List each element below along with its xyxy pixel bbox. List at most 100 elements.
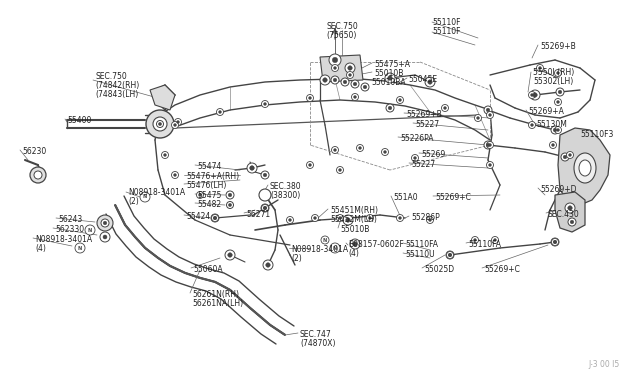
Text: 55226PA: 55226PA bbox=[400, 134, 433, 143]
Circle shape bbox=[553, 128, 557, 132]
Circle shape bbox=[486, 143, 490, 147]
Circle shape bbox=[97, 215, 113, 231]
Circle shape bbox=[333, 78, 337, 82]
Circle shape bbox=[353, 82, 357, 86]
Circle shape bbox=[333, 148, 337, 151]
Circle shape bbox=[446, 251, 454, 259]
Circle shape bbox=[484, 106, 492, 114]
Ellipse shape bbox=[579, 160, 591, 176]
Circle shape bbox=[531, 94, 533, 96]
Circle shape bbox=[250, 166, 254, 170]
Text: N: N bbox=[143, 195, 147, 199]
Circle shape bbox=[558, 90, 562, 94]
Circle shape bbox=[570, 220, 574, 224]
Circle shape bbox=[488, 144, 492, 147]
Text: 55110F3: 55110F3 bbox=[580, 130, 613, 139]
Circle shape bbox=[488, 164, 492, 166]
Circle shape bbox=[172, 171, 179, 179]
Circle shape bbox=[330, 243, 340, 253]
Circle shape bbox=[227, 202, 234, 208]
Circle shape bbox=[358, 147, 362, 150]
Circle shape bbox=[320, 75, 330, 85]
Circle shape bbox=[388, 106, 392, 110]
Circle shape bbox=[250, 166, 254, 170]
Circle shape bbox=[259, 189, 271, 201]
Circle shape bbox=[323, 78, 327, 82]
Circle shape bbox=[412, 154, 419, 161]
Circle shape bbox=[447, 251, 454, 259]
Circle shape bbox=[348, 66, 352, 70]
Text: 55302(LH): 55302(LH) bbox=[533, 77, 573, 86]
Circle shape bbox=[568, 206, 572, 210]
Text: (2): (2) bbox=[128, 197, 139, 206]
Text: 551A0: 551A0 bbox=[393, 193, 418, 202]
Text: 55045E: 55045E bbox=[408, 75, 437, 84]
Circle shape bbox=[356, 144, 364, 151]
Circle shape bbox=[552, 144, 554, 147]
Text: 55476+A(RH): 55476+A(RH) bbox=[186, 172, 239, 181]
Circle shape bbox=[346, 71, 353, 78]
Circle shape bbox=[565, 203, 575, 213]
Circle shape bbox=[364, 85, 367, 89]
Text: 55474: 55474 bbox=[197, 162, 221, 171]
Text: SEC.430: SEC.430 bbox=[548, 210, 580, 219]
Circle shape bbox=[153, 117, 167, 131]
Circle shape bbox=[557, 71, 559, 74]
Text: (2): (2) bbox=[291, 254, 301, 263]
Circle shape bbox=[339, 217, 341, 219]
Circle shape bbox=[367, 215, 374, 221]
Circle shape bbox=[175, 119, 182, 125]
Circle shape bbox=[346, 218, 350, 222]
Text: 55010BA: 55010BA bbox=[371, 78, 406, 87]
Circle shape bbox=[413, 157, 417, 159]
Circle shape bbox=[34, 171, 42, 179]
Circle shape bbox=[554, 70, 561, 77]
Circle shape bbox=[349, 74, 351, 76]
Circle shape bbox=[332, 64, 339, 71]
Circle shape bbox=[568, 218, 576, 226]
Circle shape bbox=[350, 239, 360, 249]
Circle shape bbox=[314, 217, 316, 219]
Circle shape bbox=[343, 80, 347, 84]
Circle shape bbox=[552, 238, 559, 246]
Circle shape bbox=[474, 238, 476, 241]
Circle shape bbox=[262, 100, 269, 108]
Circle shape bbox=[351, 80, 359, 88]
Text: 55025D: 55025D bbox=[424, 265, 454, 274]
Circle shape bbox=[100, 232, 110, 242]
Circle shape bbox=[228, 253, 232, 257]
Text: (74870X): (74870X) bbox=[300, 339, 335, 348]
Circle shape bbox=[103, 221, 107, 225]
Circle shape bbox=[425, 77, 435, 87]
Text: 55227: 55227 bbox=[411, 160, 435, 169]
Text: 5550I (RH): 5550I (RH) bbox=[533, 68, 574, 77]
Text: 55269+C: 55269+C bbox=[484, 265, 520, 274]
Circle shape bbox=[339, 169, 341, 171]
Circle shape bbox=[397, 215, 403, 221]
Circle shape bbox=[341, 78, 349, 86]
Circle shape bbox=[399, 99, 401, 102]
Text: 55130M: 55130M bbox=[536, 120, 567, 129]
Circle shape bbox=[161, 151, 168, 158]
Circle shape bbox=[474, 115, 481, 122]
Circle shape bbox=[101, 219, 109, 227]
Circle shape bbox=[159, 122, 161, 126]
Polygon shape bbox=[555, 192, 585, 232]
Text: 55451M(RH): 55451M(RH) bbox=[330, 206, 378, 215]
Text: 55424: 55424 bbox=[186, 212, 211, 221]
Circle shape bbox=[529, 122, 536, 128]
Circle shape bbox=[551, 238, 559, 246]
Text: 55110F: 55110F bbox=[432, 18, 461, 27]
Text: 55269+D: 55269+D bbox=[540, 185, 577, 194]
Text: SEC.750: SEC.750 bbox=[326, 22, 358, 31]
Circle shape bbox=[486, 161, 493, 169]
Circle shape bbox=[486, 112, 493, 119]
Circle shape bbox=[263, 173, 267, 177]
Circle shape bbox=[486, 141, 493, 148]
Circle shape bbox=[247, 163, 257, 173]
Circle shape bbox=[307, 161, 314, 169]
Text: SEC.747: SEC.747 bbox=[300, 330, 332, 339]
Circle shape bbox=[472, 237, 479, 244]
Circle shape bbox=[261, 204, 269, 212]
Circle shape bbox=[75, 243, 85, 253]
